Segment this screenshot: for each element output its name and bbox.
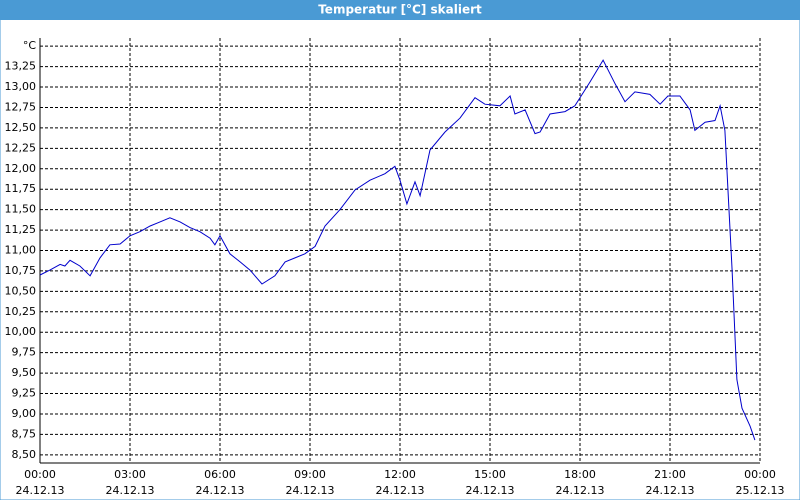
x-tick-label: 03:00 [114,468,146,481]
y-tick-label: 9,50 [12,366,37,379]
y-tick-label: 12,50 [5,121,37,134]
y-tick-label: 9,00 [12,407,37,420]
y-tick-label: 10,00 [5,325,37,338]
x-tick-label: 06:00 [204,468,236,481]
y-tick-label: 9,75 [12,346,37,359]
x-tick-label: 09:00 [294,468,326,481]
x-tick-label: 00:00 [24,468,56,481]
x-tick-date: 24.12.13 [16,484,65,497]
y-tick-label: 11,50 [5,203,37,216]
x-tick-date: 24.12.13 [646,484,695,497]
y-tick-label: 9,25 [12,387,37,400]
x-tick-date: 24.12.13 [196,484,245,497]
x-tick-date: 24.12.13 [466,484,515,497]
y-tick-label: 12,00 [5,162,37,175]
y-tick-label: 11,75 [5,182,37,195]
x-tick-label: 21:00 [654,468,686,481]
x-tick-label: 12:00 [384,468,416,481]
x-tick-date: 24.12.13 [286,484,335,497]
y-tick-label: 12,25 [5,141,37,154]
x-tick-date: 24.12.13 [106,484,155,497]
y-tick-label: 13,00 [5,80,37,93]
x-tick-date: 25.12.13 [736,484,785,497]
y-tick-label: 10,75 [5,264,37,277]
chart-title: Temperatur [°C] skaliert [318,3,482,17]
y-tick-label: 11,25 [5,223,37,236]
y-tick-label: 10,50 [5,284,37,297]
x-tick-date: 24.12.13 [376,484,425,497]
y-tick-label: 13,25 [5,60,37,73]
x-tick-label: 15:00 [474,468,506,481]
x-tick-label: 00:00 [744,468,776,481]
data-line [39,59,756,441]
y-tick-label: 8,50 [12,448,37,461]
y-tick-label: 8,75 [12,427,37,440]
y-tick-label: 10,25 [5,305,37,318]
title-bar [0,0,800,20]
x-tick-label: 18:00 [564,468,596,481]
y-tick-label: 11,00 [5,244,37,257]
x-tick-date: 24.12.13 [556,484,605,497]
y-tick-label: °C [23,39,37,52]
y-tick-label: 12,75 [5,100,37,113]
